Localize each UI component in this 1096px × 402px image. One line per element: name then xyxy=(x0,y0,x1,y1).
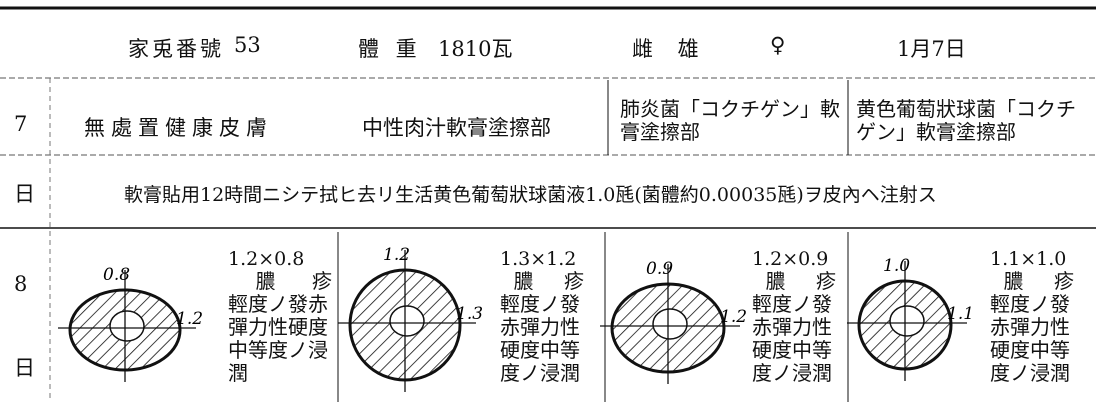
title: 膿 疹 xyxy=(765,269,836,293)
v-label: 1.2 xyxy=(383,245,410,265)
rabbit-label: 家兎番號 xyxy=(128,37,224,61)
day: 8 xyxy=(14,272,28,296)
size: 1.3×1.2 xyxy=(500,248,577,270)
size: 1.2×0.8 xyxy=(228,248,305,270)
date: 1月7日 xyxy=(897,37,966,61)
day-unit: 日 xyxy=(14,182,35,206)
rabbit-no: 53 xyxy=(234,33,261,57)
description: 輕度ノ發赤彈力性硬度中等度ノ浸潤 xyxy=(990,292,1070,385)
v-label: 0.9 xyxy=(646,259,673,279)
lesion-center xyxy=(652,308,688,340)
description: 輕度ノ發赤彈力性硬度中等度ノ浸潤 xyxy=(752,292,832,385)
title: 膿 疹 xyxy=(513,269,584,293)
size: 1.2×0.9 xyxy=(752,248,829,270)
cell: 中性肉汁軟膏塗擦部 xyxy=(362,116,551,140)
title: 膿 疹 xyxy=(1003,269,1074,293)
note: 軟膏貼用12時間ニシテ拭ヒ去リ生活黄色葡萄狀球菌液1.0瓱(菌體約0.00035… xyxy=(124,184,937,206)
description: 輕度ノ發赤彈力性硬度中等度ノ浸潤 xyxy=(228,292,328,385)
cell: 黄色葡萄狀球菌「コクチゲン」軟膏塗擦部 xyxy=(856,97,1076,144)
lesion-center xyxy=(389,305,425,337)
title: 膿 疹 xyxy=(255,269,332,293)
h-label: 1.2 xyxy=(176,309,203,329)
day: 7 xyxy=(14,112,28,136)
lesion-center xyxy=(889,305,925,337)
weight-label: 體 重 xyxy=(358,37,417,61)
h-label: 1.1 xyxy=(947,304,974,324)
cell: 無處置健康皮膚 xyxy=(84,116,273,140)
sex-label: 雌 雄 xyxy=(632,37,699,61)
description: 輕度ノ發赤彈力性硬度中等度ノ浸潤 xyxy=(500,292,580,385)
cell: 肺炎菌「コクチゲン」軟膏塗擦部 xyxy=(620,97,840,144)
day-unit: 日 xyxy=(14,356,35,380)
v-label: 0.8 xyxy=(103,265,130,285)
h-label: 1.3 xyxy=(456,304,483,324)
lesion-center xyxy=(109,310,145,342)
sex: ♀ xyxy=(770,33,786,57)
h-label: 1.2 xyxy=(720,307,747,327)
weight: 1810瓦 xyxy=(438,37,513,61)
v-label: 1.0 xyxy=(883,256,910,276)
size: 1.1×1.0 xyxy=(990,248,1067,270)
